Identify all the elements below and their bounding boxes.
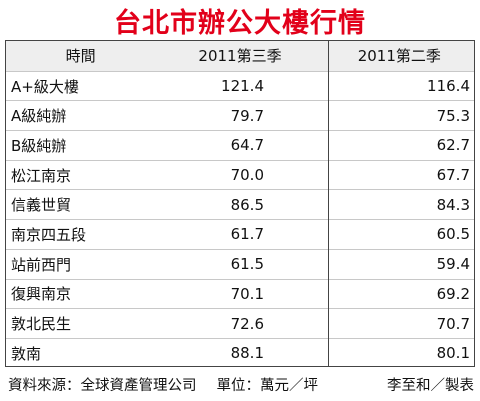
row-q3-value: 70.0 (230, 166, 264, 185)
row-q3-value: 61.7 (230, 225, 264, 244)
credit-note: 李至和／製表 (387, 377, 474, 394)
row-q2-value: 70.7 (436, 314, 470, 333)
row-q3-value: 72.6 (230, 314, 264, 333)
row-area: 站前西門 (11, 255, 72, 274)
footer: 資料來源：全球資產管理公司 單位：萬元／坪 李至和／製表 (8, 372, 474, 396)
column-divider (328, 41, 329, 366)
row-area: A+級大樓 (11, 77, 79, 96)
table-row: 站前西門 61.5 59.4 (6, 248, 474, 279)
row-area: A級純辦 (11, 107, 67, 126)
row-area: 南京四五段 (11, 225, 87, 244)
row-area: 復興南京 (11, 285, 72, 304)
row-q3-value: 64.7 (230, 136, 264, 155)
row-q2-value: 75.3 (436, 106, 470, 125)
header-period: 時間 (65, 47, 96, 66)
row-q2-value: 84.3 (436, 195, 470, 214)
row-q2-value: 69.2 (436, 284, 470, 303)
table-row: A+級大樓 121.4 116.4 (6, 70, 474, 101)
row-q2-value: 59.4 (436, 255, 470, 274)
table-row: 復興南京 70.1 69.2 (6, 278, 474, 309)
table-row: A級純辦 79.7 75.3 (6, 100, 474, 130)
row-q2-value: 116.4 (427, 77, 470, 96)
row-q2-value: 67.7 (436, 166, 470, 185)
row-q2-value: 62.7 (436, 136, 470, 155)
table-row: 信義世貿 86.5 84.3 (6, 189, 474, 219)
row-q3-value: 88.1 (230, 344, 264, 363)
row-q3-value: 121.4 (221, 77, 264, 96)
row-area: 敦北民生 (11, 315, 72, 334)
row-area: 松江南京 (11, 166, 72, 185)
table-row: 南京四五段 61.7 60.5 (6, 219, 474, 249)
price-table: 時間 2011第三季 2011第二季 A+級大樓 121.4 116.4 A級純… (5, 40, 475, 367)
table-row: B級純辦 64.7 62.7 (6, 130, 474, 160)
header-q3: 2011第三季 (198, 47, 282, 66)
row-q3-value: 86.5 (230, 195, 264, 214)
header-q2: 2011第二季 (357, 47, 441, 66)
row-q3-value: 79.7 (230, 106, 264, 125)
page-title: 台北市辦公大樓行情 (114, 7, 366, 39)
table-row: 松江南京 70.0 67.7 (6, 159, 474, 190)
row-area: B級純辦 (11, 136, 67, 155)
table-row: 敦北民生 72.6 70.7 (6, 308, 474, 338)
source-note: 資料來源：全球資產管理公司 (8, 377, 197, 394)
table-header-row: 時間 2011第三季 2011第二季 (6, 41, 474, 71)
row-q2-value: 80.1 (436, 344, 470, 363)
row-q3-value: 70.1 (230, 284, 264, 303)
row-area: 信義世貿 (11, 196, 72, 215)
row-q3-value: 61.5 (230, 255, 264, 274)
table-row: 敦南 88.1 80.1 (6, 337, 474, 368)
unit-note: 單位：萬元／坪 (216, 377, 319, 394)
row-area: 敦南 (11, 344, 42, 363)
row-q2-value: 60.5 (436, 225, 470, 244)
